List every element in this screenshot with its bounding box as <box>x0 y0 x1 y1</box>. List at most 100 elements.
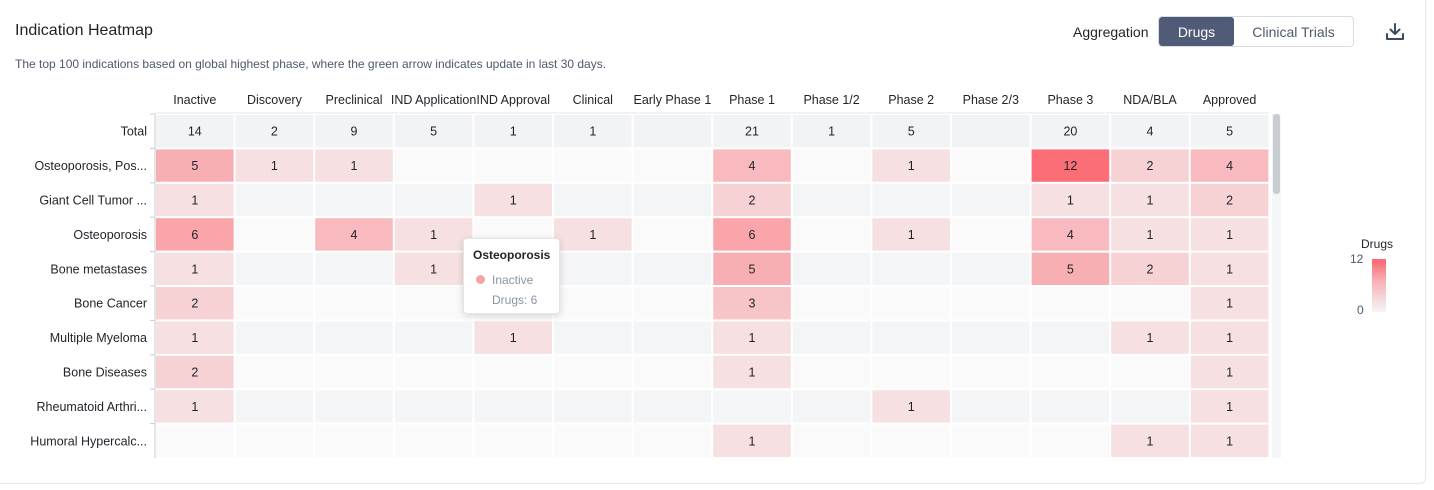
heatmap-cell[interactable] <box>633 252 712 285</box>
heatmap-cell[interactable] <box>315 390 394 423</box>
heatmap-cell[interactable] <box>394 390 473 423</box>
heatmap-cell[interactable] <box>952 183 1031 216</box>
cell-value-label: 2 <box>749 194 756 208</box>
heatmap-cell[interactable] <box>1111 355 1190 388</box>
heatmap-cell[interactable] <box>315 424 394 457</box>
heatmap-cell[interactable] <box>1031 287 1110 320</box>
heatmap-cell[interactable] <box>394 287 473 320</box>
heatmap-cell[interactable] <box>792 321 871 354</box>
heatmap-cell[interactable] <box>792 252 871 285</box>
heatmap-cell[interactable] <box>872 321 951 354</box>
heatmap-cell[interactable] <box>872 424 951 457</box>
heatmap-cell[interactable] <box>315 183 394 216</box>
heatmap-cell[interactable] <box>315 287 394 320</box>
heatmap-cell[interactable] <box>633 321 712 354</box>
heatmap-cell[interactable] <box>952 218 1031 251</box>
heatmap-cell[interactable] <box>554 287 633 320</box>
heatmap-cell[interactable] <box>633 287 712 320</box>
heatmap-cell[interactable] <box>315 252 394 285</box>
heatmap-cell[interactable] <box>474 355 553 388</box>
heatmap-cell[interactable] <box>474 424 553 457</box>
heatmap-cell[interactable] <box>394 149 473 182</box>
heatmap-cell[interactable] <box>554 183 633 216</box>
heatmap-cell[interactable] <box>633 115 712 148</box>
heatmap-cell[interactable] <box>952 390 1031 423</box>
column-label: NDA/BLA <box>1123 93 1177 107</box>
column-label: Clinical <box>573 93 613 107</box>
heatmap-cell[interactable] <box>394 355 473 388</box>
heatmap-cell[interactable] <box>554 424 633 457</box>
heatmap-cell[interactable] <box>235 183 314 216</box>
cell-value-label: 1 <box>1226 228 1233 242</box>
heatmap-cell[interactable] <box>633 355 712 388</box>
heatmap-cell[interactable] <box>872 355 951 388</box>
cell-value-label: 1 <box>908 159 915 173</box>
heatmap-cell[interactable] <box>713 390 792 423</box>
heatmap-cell[interactable] <box>633 424 712 457</box>
heatmap-cell[interactable] <box>394 183 473 216</box>
heatmap-cell[interactable] <box>952 355 1031 388</box>
cell-value-label: 2 <box>191 297 198 311</box>
heatmap-cell[interactable] <box>235 321 314 354</box>
heatmap-cell[interactable] <box>554 149 633 182</box>
heatmap-cell[interactable] <box>952 252 1031 285</box>
heatmap-cell[interactable] <box>952 115 1031 148</box>
heatmap-cell[interactable] <box>1031 355 1110 388</box>
heatmap-cell[interactable] <box>792 390 871 423</box>
cell-value-label: 5 <box>908 125 915 139</box>
heatmap-cell[interactable] <box>474 390 553 423</box>
heatmap-cell[interactable] <box>235 424 314 457</box>
heatmap-cell[interactable] <box>554 390 633 423</box>
heatmap-cell[interactable] <box>156 424 235 457</box>
heatmap-cell[interactable] <box>1111 390 1190 423</box>
heatmap-cell[interactable] <box>872 287 951 320</box>
heatmap-cell[interactable] <box>235 287 314 320</box>
column-label: IND Approval <box>476 93 550 107</box>
heatmap-cell[interactable] <box>1111 287 1190 320</box>
legend-min-label: 0 <box>1357 303 1364 317</box>
heatmap-cell[interactable] <box>872 252 951 285</box>
heatmap-cell[interactable] <box>235 252 314 285</box>
cell-value-label: 14 <box>188 125 202 139</box>
heatmap-cell[interactable] <box>792 149 871 182</box>
heatmap-cell[interactable] <box>792 424 871 457</box>
cell-value-label: 1 <box>1226 297 1233 311</box>
heatmap-cell[interactable] <box>952 321 1031 354</box>
heatmap-cell[interactable] <box>792 183 871 216</box>
heatmap-cell[interactable] <box>554 355 633 388</box>
cell-value-label: 4 <box>351 228 358 242</box>
heatmap-scrollbar-thumb[interactable] <box>1273 114 1280 194</box>
heatmap-cell[interactable] <box>633 390 712 423</box>
heatmap-cell[interactable] <box>1031 390 1110 423</box>
heatmap-cell[interactable] <box>394 321 473 354</box>
heatmap-cell[interactable] <box>1031 424 1110 457</box>
cell-value-label: 1 <box>589 125 596 139</box>
heatmap-cell[interactable] <box>792 287 871 320</box>
cell-value-label: 4 <box>749 159 756 173</box>
heatmap-cell[interactable] <box>633 183 712 216</box>
heatmap-cell[interactable] <box>633 149 712 182</box>
heatmap-cell[interactable] <box>1031 321 1110 354</box>
heatmap-cell[interactable] <box>315 321 394 354</box>
heatmap-cell[interactable] <box>952 149 1031 182</box>
heatmap-cell[interactable] <box>394 424 473 457</box>
legend-color-bar[interactable] <box>1372 259 1386 312</box>
heatmap-cell[interactable] <box>792 218 871 251</box>
heatmap-cell[interactable] <box>235 218 314 251</box>
heatmap-cell[interactable] <box>235 355 314 388</box>
heatmap-cell[interactable] <box>872 183 951 216</box>
heatmap-cell[interactable] <box>952 287 1031 320</box>
heatmap-cell[interactable] <box>792 355 871 388</box>
column-label: Phase 3 <box>1047 93 1093 107</box>
heatmap-cell[interactable] <box>235 390 314 423</box>
heatmap-cell[interactable] <box>474 149 553 182</box>
heatmap-cell[interactable] <box>315 355 394 388</box>
cell-value-label: 1 <box>1226 434 1233 448</box>
heatmap-cell[interactable] <box>952 424 1031 457</box>
cell-value-label: 1 <box>908 228 915 242</box>
heatmap-cell[interactable] <box>554 321 633 354</box>
heatmap-cell[interactable] <box>633 218 712 251</box>
column-label: Discovery <box>247 93 303 107</box>
heatmap-cell[interactable] <box>554 252 633 285</box>
